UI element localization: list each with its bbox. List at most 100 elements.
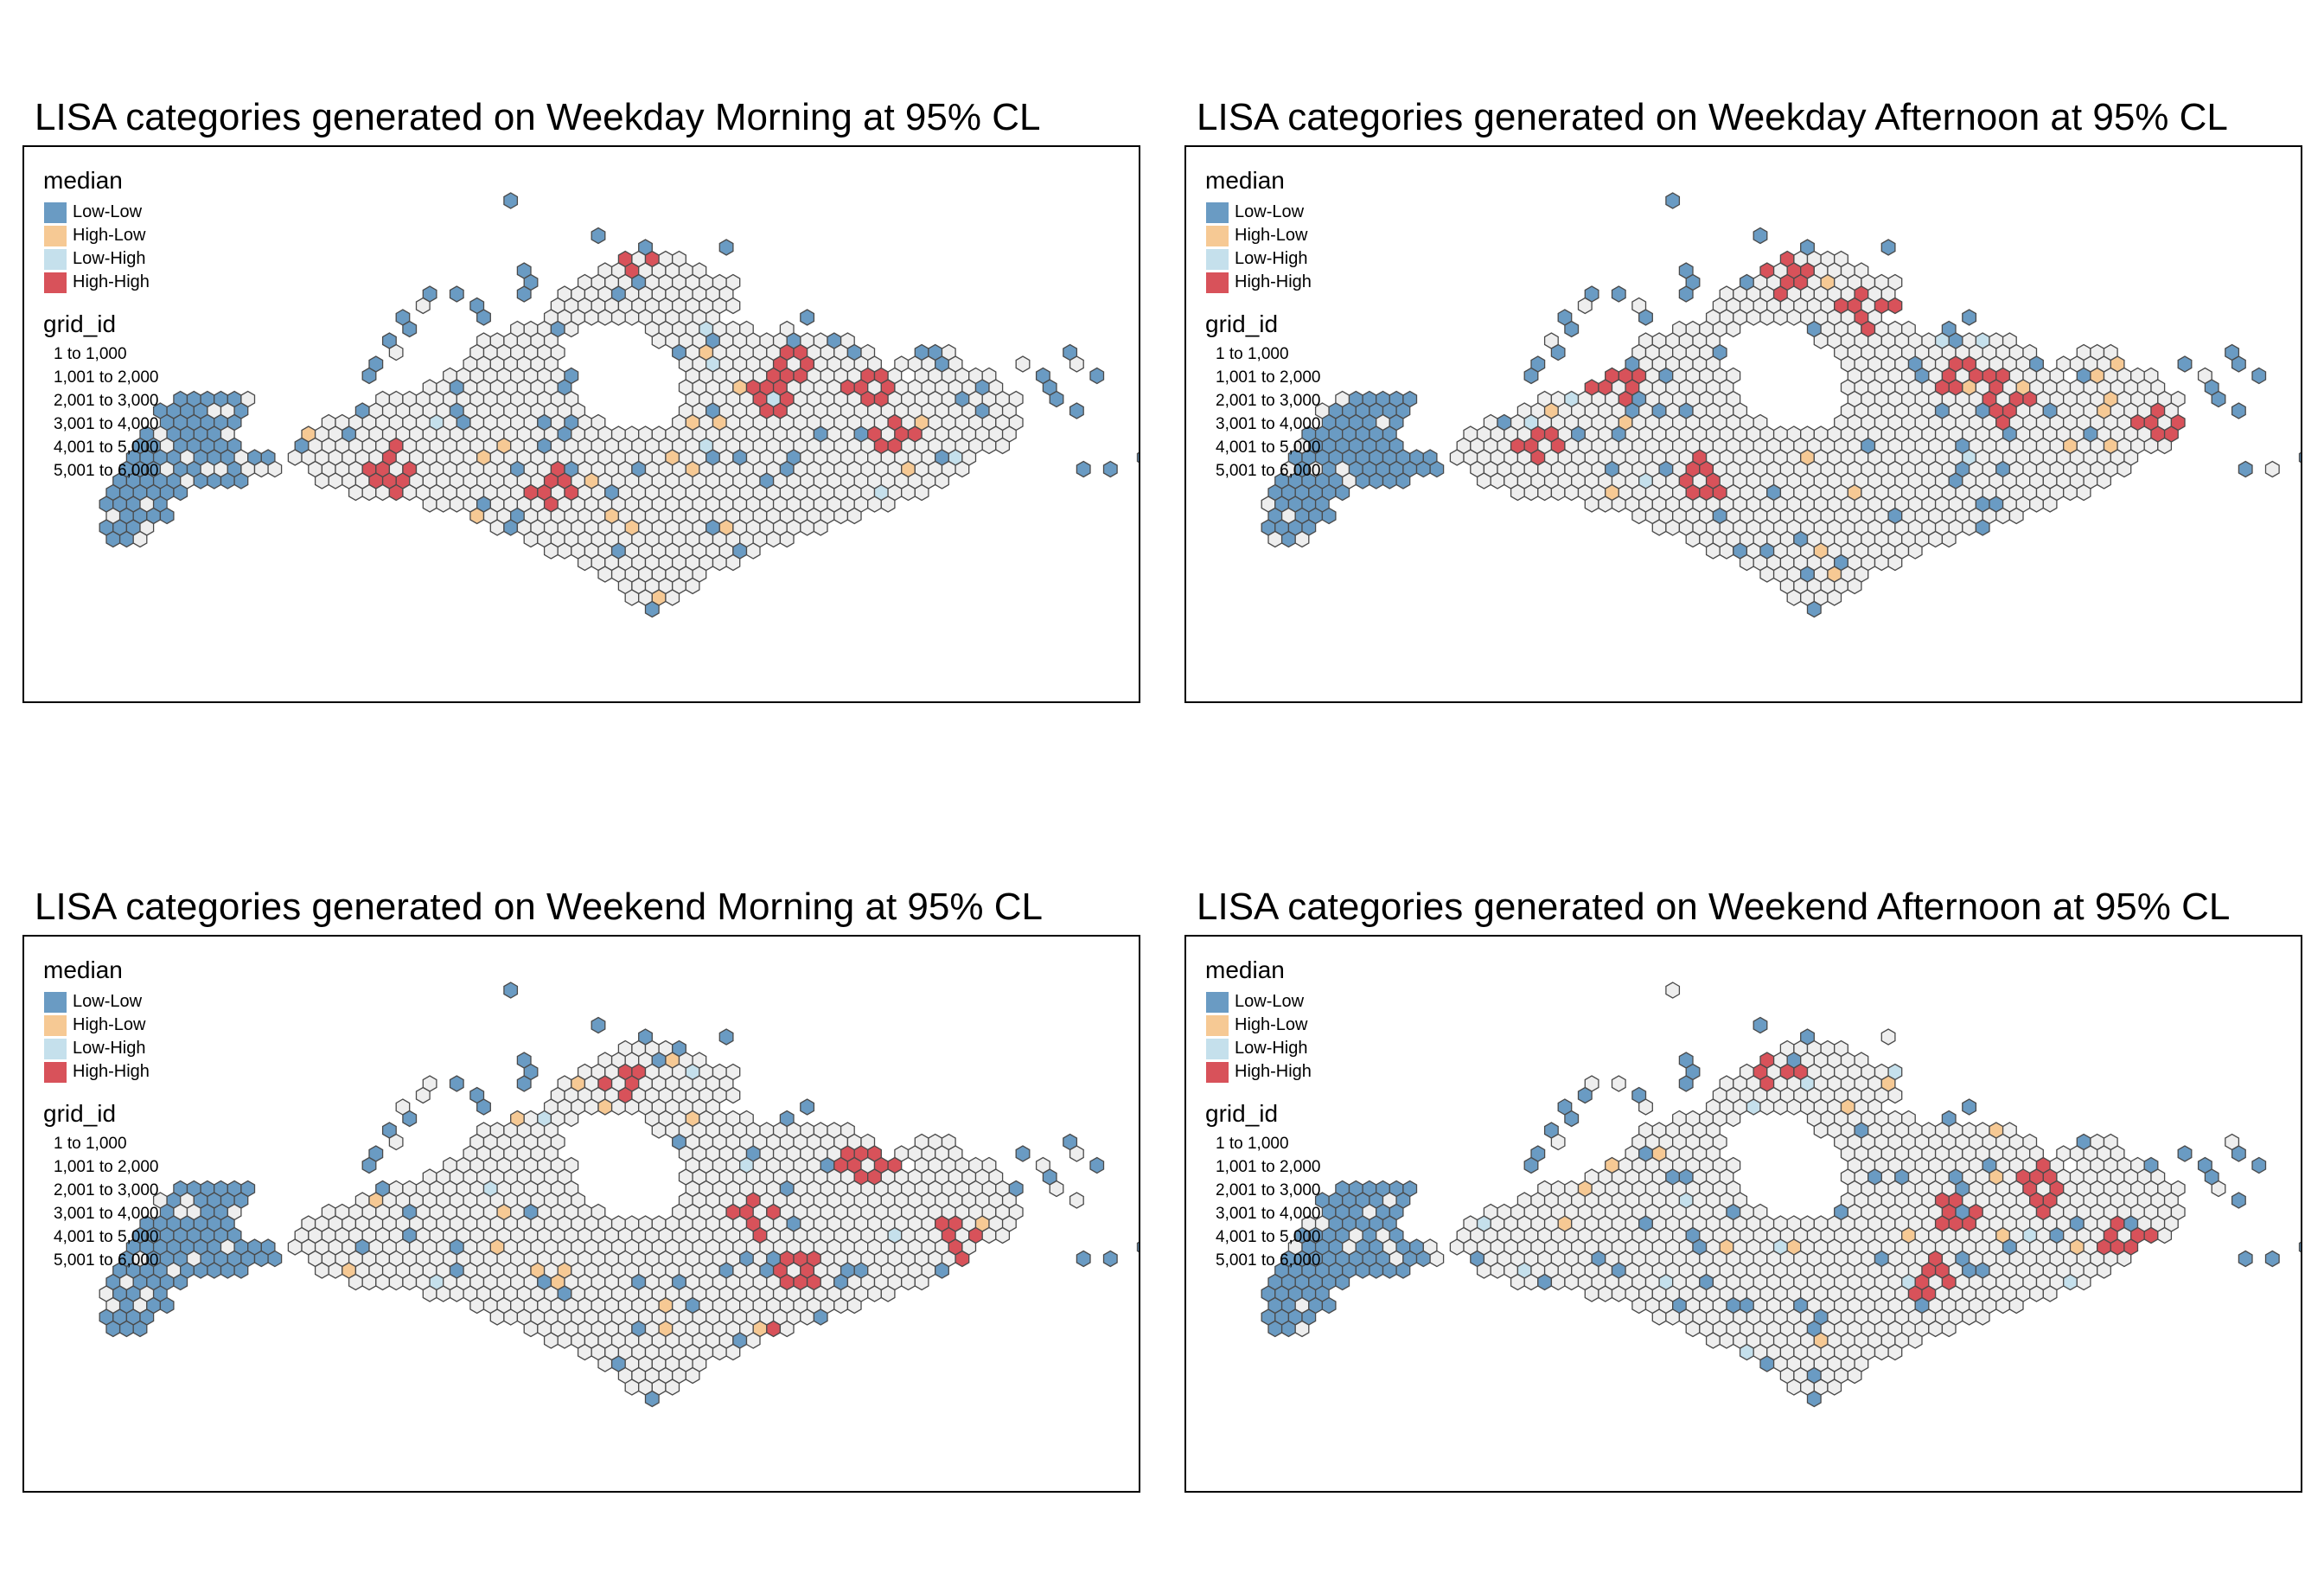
legend-title-grid-id: grid_id	[43, 1100, 117, 1127]
hex-cell	[557, 1332, 572, 1349]
legend-label: High-High	[73, 1062, 150, 1081]
map-frame: median Low-Low High-Low Low-High High-Hi…	[1184, 935, 2302, 1493]
swatch-low-low	[1205, 990, 1229, 1014]
hex-cell	[328, 472, 343, 489]
hex-cell	[1136, 451, 1139, 464]
hex-cell	[1415, 1250, 1431, 1268]
hex-cell	[1685, 1320, 1701, 1338]
hex-cell	[449, 496, 464, 513]
swatch-high-low	[43, 224, 67, 247]
hex-cell	[1887, 297, 1903, 315]
grid-range-item: 2,001 to 3,000	[54, 392, 159, 410]
hex-cell	[361, 1273, 377, 1291]
hex-cell	[1772, 1098, 1788, 1116]
hex-cell	[610, 309, 626, 326]
hex-cell	[469, 1296, 485, 1315]
grid-range-item: 1,001 to 2,000	[54, 1158, 159, 1176]
legend: median Low-Low High-Low Low-High High-Hi…	[43, 956, 159, 1272]
hex-cell	[523, 1320, 539, 1338]
hex-cell	[1651, 1308, 1667, 1326]
hex-cell	[1102, 460, 1118, 478]
swatch-high-high	[1205, 271, 1229, 294]
hex-cell	[1611, 285, 1626, 303]
hex-cell	[1449, 1238, 1465, 1256]
hex-cell	[2177, 355, 2193, 373]
legend-item-high-high: High-High	[43, 1060, 159, 1084]
swatch-low-low	[43, 990, 67, 1014]
hex-cell	[1651, 519, 1667, 536]
legend-label: Low-Low	[73, 202, 143, 221]
hex-cell	[1759, 566, 1775, 583]
hex-cell	[725, 553, 741, 572]
legend-label: Low-Low	[1235, 992, 1305, 1011]
legend-label: Low-Low	[73, 992, 143, 1011]
hex-cell	[1355, 1262, 1370, 1279]
hex-cell	[1069, 355, 1084, 373]
hex-cell	[543, 1332, 559, 1349]
hex-cell	[402, 320, 418, 338]
hex-cell	[2157, 437, 2173, 455]
hex-cell	[2298, 1241, 2301, 1253]
hex-cell	[388, 483, 404, 502]
hex-cell	[1995, 1296, 2011, 1315]
hex-cell	[1510, 483, 1525, 502]
hex-cell	[388, 343, 404, 361]
legend-label: High-Low	[1235, 226, 1308, 245]
hex-cell	[2143, 1226, 2159, 1244]
hex-cell	[1948, 332, 1963, 349]
hex-cell	[233, 1262, 249, 1279]
legend-label: High-Low	[1235, 1015, 1308, 1034]
hex-cell	[361, 367, 377, 385]
hex-cell	[597, 1098, 613, 1116]
hex-cell	[725, 1343, 741, 1361]
legend-label: High-High	[1235, 1062, 1312, 1081]
hex-cell	[1510, 1273, 1525, 1291]
hex-cell	[1665, 519, 1681, 536]
hex-cell	[1962, 519, 1977, 536]
swatch-low-high	[1205, 247, 1229, 271]
hex-cell	[712, 1343, 727, 1361]
map-frame: median Low-Low High-Low Low-High High-Hi…	[1184, 145, 2302, 703]
hex-cell	[954, 460, 970, 478]
hex-cell	[1611, 496, 1626, 513]
legend-item-low-high: Low-High	[1205, 247, 1321, 271]
hex-cell	[193, 472, 208, 489]
hex-cell	[1907, 1332, 1923, 1349]
hex-cell	[935, 472, 949, 489]
grid-range-item: 1 to 1,000	[54, 1135, 127, 1153]
hex-cell	[779, 1320, 795, 1338]
hex-cell	[1813, 1122, 1829, 1139]
hex-cell	[2231, 1192, 2246, 1209]
hex-cell	[1321, 507, 1337, 525]
panel-title: LISA categories generated on Weekday Mor…	[35, 96, 1041, 138]
hex-cell	[503, 192, 519, 209]
hex-cell	[1786, 1379, 1802, 1396]
hex-cell	[1719, 542, 1734, 560]
hex-cell	[2251, 1156, 2267, 1174]
hex-cell	[638, 239, 653, 256]
legend-title-median: median	[1205, 956, 1285, 983]
grid-range-item: 4,001 to 5,000	[1216, 1228, 1321, 1246]
hex-cell	[1813, 332, 1829, 349]
hex-cell	[267, 460, 283, 478]
hex-cell	[1294, 1320, 1310, 1338]
hex-cell	[173, 483, 188, 502]
hex-cell	[287, 1238, 303, 1256]
hex-cell	[564, 1110, 579, 1128]
hex-cell	[1847, 577, 1862, 595]
legend-label: High-Low	[73, 226, 146, 245]
hex-cell	[1631, 1296, 1647, 1315]
hex-cell	[935, 1262, 949, 1279]
hex-cell	[1847, 1366, 1862, 1385]
hex-cell	[489, 519, 505, 536]
hex-map	[1261, 192, 2301, 618]
hex-cell	[685, 1366, 700, 1385]
hex-cell	[624, 1098, 640, 1116]
hex-cell	[1786, 309, 1802, 326]
hex-cell	[584, 1098, 599, 1116]
grid-range-item: 1 to 1,000	[1216, 1135, 1289, 1153]
hex-cell	[2231, 1145, 2246, 1162]
hex-cell	[1369, 472, 1384, 489]
hex-cell	[846, 1296, 862, 1315]
legend-label: Low-High	[1235, 249, 1308, 268]
